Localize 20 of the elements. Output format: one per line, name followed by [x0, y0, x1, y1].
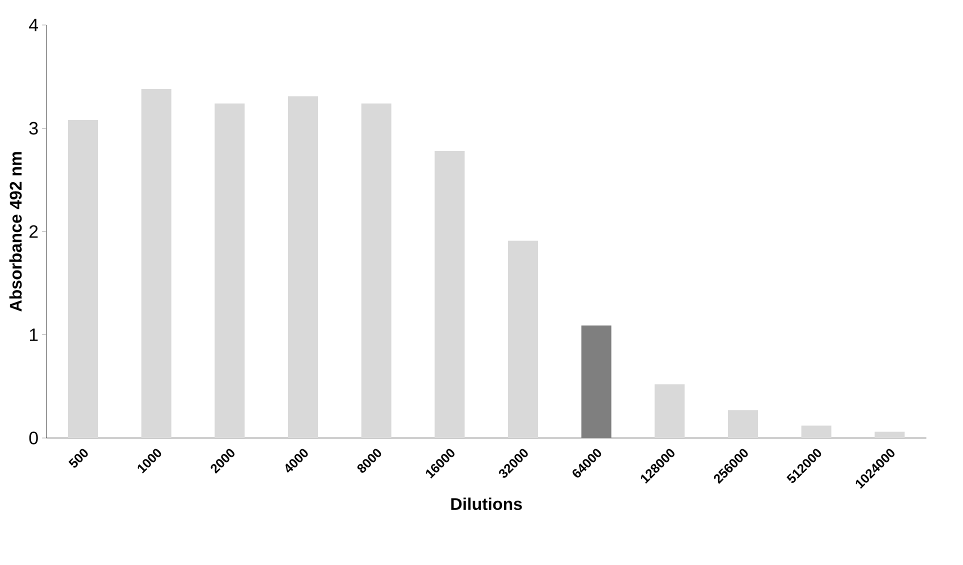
bar	[728, 410, 758, 438]
bar	[141, 89, 172, 438]
y-tick-label: 2	[29, 225, 38, 238]
y-tick-label: 1	[30, 328, 38, 341]
y-tick-label: 3	[29, 122, 38, 135]
x-axis-title: Dilutions	[451, 498, 522, 510]
y-axis-title: Absorbance 492 nm	[9, 152, 22, 312]
bar	[68, 120, 98, 438]
bar	[214, 103, 245, 438]
bar	[874, 432, 905, 438]
bar	[581, 325, 612, 438]
y-tick-label: 4	[28, 18, 38, 32]
bar	[654, 384, 685, 438]
bar	[288, 96, 318, 438]
y-tick-label: 0	[29, 432, 38, 444]
bar	[434, 150, 465, 438]
x-tick-label: 500	[68, 448, 88, 468]
bar	[361, 103, 392, 438]
bar	[801, 426, 832, 438]
bar	[508, 240, 538, 438]
